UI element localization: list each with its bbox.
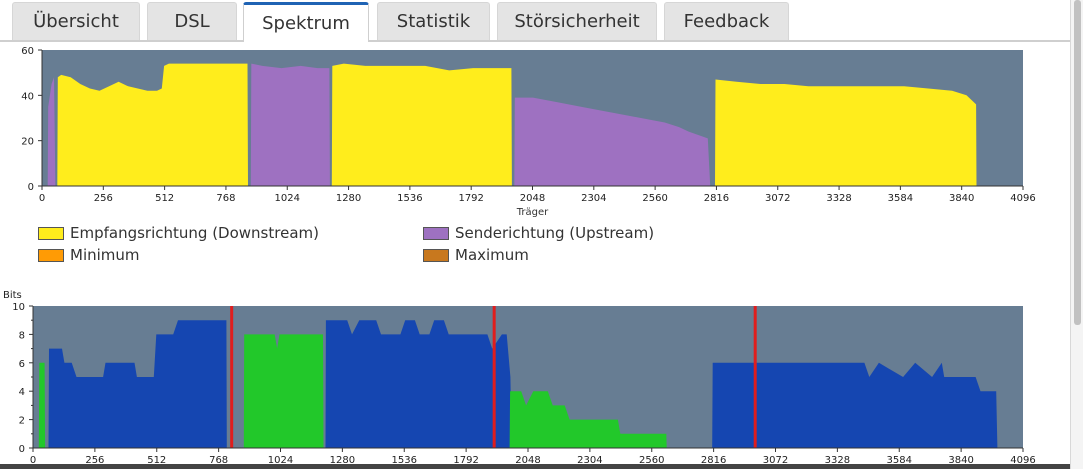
- y-tick-label-2: 40: [21, 91, 34, 102]
- y-tick-label-1: 20: [21, 137, 34, 148]
- legend-item-upstream: Senderichtung (Upstream): [423, 224, 654, 242]
- x-tick-label-6: 1536: [392, 455, 417, 464]
- tab-bar: Übersicht DSL Spektrum Statistik Störsic…: [0, 0, 1083, 42]
- x-tick-label-11: 2816: [704, 193, 729, 204]
- tab-dsl[interactable]: DSL: [147, 2, 237, 40]
- legend-label-downstream: Empfangsrichtung (Downstream): [70, 224, 319, 242]
- horizontal-scrollbar[interactable]: [0, 464, 1070, 469]
- x-tick-label-16: 4096: [1010, 455, 1035, 464]
- vertical-scrollbar-thumb[interactable]: [1074, 0, 1081, 325]
- marker-line-1: [492, 306, 496, 448]
- vertical-scrollbar[interactable]: [1070, 0, 1083, 469]
- series-area-1: [325, 320, 512, 448]
- x-tick-label-12: 3072: [765, 193, 790, 204]
- y-tick-label-0: 0: [28, 182, 34, 193]
- x-axis-title: Träger: [516, 207, 549, 218]
- x-tick-label-4: 1024: [275, 193, 300, 204]
- chart-title: Bits: [3, 290, 22, 301]
- x-tick-label-1: 256: [94, 193, 113, 204]
- chart-legend: Empfangsrichtung (Downstream) Sendericht…: [38, 224, 738, 268]
- series-area-5: [514, 97, 711, 186]
- x-tick-label-0: 0: [30, 455, 36, 464]
- x-tick-label-5: 1280: [336, 193, 361, 204]
- y-tick-label-0: 0: [19, 444, 25, 455]
- series-area-4: [243, 334, 324, 448]
- y-tick-label-5: 10: [12, 302, 25, 313]
- x-tick-label-5: 1280: [330, 455, 355, 464]
- x-tick-label-11: 2816: [701, 455, 726, 464]
- x-tick-label-2: 512: [155, 193, 174, 204]
- series-area-0: [48, 320, 227, 448]
- x-tick-label-15: 3840: [949, 193, 974, 204]
- x-tick-label-14: 3584: [888, 193, 913, 204]
- x-tick-label-10: 2560: [639, 455, 664, 464]
- tab-statistik[interactable]: Statistik: [377, 2, 490, 40]
- x-tick-label-0: 0: [39, 193, 45, 204]
- tab-stoersicherheit[interactable]: Störsicherheit: [497, 2, 657, 40]
- x-tick-label-16: 4096: [1010, 193, 1035, 204]
- x-tick-label-10: 2560: [642, 193, 667, 204]
- x-tick-label-8: 2048: [520, 193, 545, 204]
- x-tick-label-4: 1024: [268, 455, 293, 464]
- legend-item-maximum: Maximum: [423, 246, 529, 264]
- x-tick-label-7: 1792: [458, 193, 483, 204]
- y-tick-label-3: 60: [21, 46, 34, 57]
- y-tick-label-1: 2: [19, 416, 25, 427]
- x-tick-label-13: 3328: [825, 455, 850, 464]
- series-area-0: [57, 63, 248, 186]
- bits-spectrum-chart: 0 256 512 768 1024 1280 1536 1792 2048 2304 2560 28…: [3, 290, 1036, 464]
- tab-feedback[interactable]: Feedback: [664, 2, 789, 40]
- legend-swatch-maximum: [423, 248, 449, 262]
- snr-spectrum-chart: 0 256 512 768 1024 1280 1536 1792 2048 2304 2560 28…: [21, 46, 1035, 218]
- tab-uebersicht[interactable]: Übersicht: [12, 2, 140, 40]
- legend-label-minimum: Minimum: [70, 246, 140, 264]
- x-tick-label-3: 768: [209, 455, 228, 464]
- y-tick-label-3: 6: [19, 359, 25, 370]
- x-tick-label-9: 2304: [577, 455, 602, 464]
- series-area-3: [47, 77, 56, 186]
- legend-swatch-downstream: [38, 226, 64, 240]
- x-tick-label-14: 3584: [887, 455, 912, 464]
- x-tick-label-1: 256: [85, 455, 104, 464]
- x-tick-label-9: 2304: [581, 193, 606, 204]
- series-area-1: [331, 63, 512, 186]
- series-area-2: [715, 79, 977, 186]
- legend-item-downstream: Empfangsrichtung (Downstream): [38, 224, 319, 242]
- series-area-4: [250, 63, 330, 186]
- marker-line-2: [753, 306, 757, 448]
- x-tick-label-12: 3072: [763, 455, 788, 464]
- y-tick-label-2: 4: [19, 387, 25, 398]
- x-tick-label-13: 3328: [826, 193, 851, 204]
- legend-label-upstream: Senderichtung (Upstream): [455, 224, 655, 242]
- x-tick-label-15: 3840: [948, 455, 973, 464]
- x-tick-label-8: 2048: [515, 455, 540, 464]
- series-area-3: [38, 362, 46, 448]
- x-tick-label-3: 768: [216, 193, 235, 204]
- x-tick-label-2: 512: [147, 455, 166, 464]
- legend-swatch-upstream: [423, 226, 449, 240]
- series-area-2: [712, 362, 998, 448]
- legend-label-maximum: Maximum: [455, 246, 529, 264]
- y-tick-label-4: 8: [19, 330, 25, 341]
- x-tick-label-7: 1792: [453, 455, 478, 464]
- x-tick-label-6: 1536: [397, 193, 422, 204]
- legend-swatch-minimum: [38, 248, 64, 262]
- tab-spektrum[interactable]: Spektrum: [243, 2, 369, 42]
- tab-underline: [0, 40, 1070, 42]
- legend-item-minimum: Minimum: [38, 246, 140, 264]
- marker-line-0: [230, 306, 234, 448]
